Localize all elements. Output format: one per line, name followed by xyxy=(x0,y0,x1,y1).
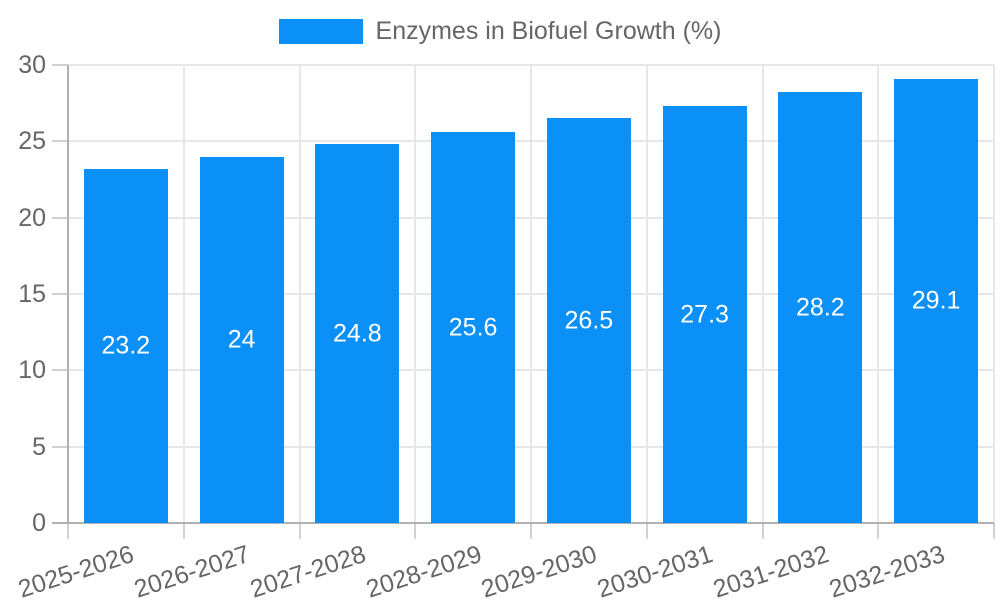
x-tick xyxy=(761,523,764,539)
bar[interactable]: 29.1 xyxy=(894,78,979,523)
legend-label: Enzymes in Biofuel Growth (%) xyxy=(375,17,722,45)
x-tick xyxy=(67,523,69,539)
x-tick-label: 2029-2030 xyxy=(478,540,601,600)
y-tick-label: 0 xyxy=(32,509,46,537)
legend-color-swatch xyxy=(278,19,363,44)
y-tick xyxy=(52,140,68,143)
bar-value-label: 23.2 xyxy=(101,331,151,360)
x-gridline xyxy=(530,65,532,523)
x-tick xyxy=(530,523,532,539)
y-tick-label: 25 xyxy=(18,127,46,156)
x-tick xyxy=(298,523,301,539)
x-gridline xyxy=(298,65,301,523)
x-gridline xyxy=(761,65,764,523)
bar-value-label: 29.1 xyxy=(911,286,961,315)
bar[interactable]: 28.2 xyxy=(778,92,863,523)
x-gridline xyxy=(414,65,417,523)
x-gridline xyxy=(877,65,880,523)
y-tick-label: 10 xyxy=(18,356,46,385)
bar-value-label: 24.8 xyxy=(333,319,382,348)
y-tick-label: 15 xyxy=(18,280,46,308)
x-axis-line xyxy=(52,522,994,524)
bar[interactable]: 25.6 xyxy=(431,132,516,523)
x-gridline xyxy=(182,65,185,523)
x-tick-label: 2030-2031 xyxy=(593,540,717,600)
bar-value-label: 28.2 xyxy=(796,293,845,322)
bar-value-label: 24 xyxy=(227,325,256,354)
bar[interactable]: 24.8 xyxy=(315,144,400,523)
x-tick-label: 2026-2027 xyxy=(130,540,254,600)
x-gridline xyxy=(993,65,995,523)
x-tick xyxy=(877,523,880,539)
bar-value-label: 25.6 xyxy=(448,313,498,342)
bar[interactable]: 27.3 xyxy=(662,106,747,523)
x-tick-label: 2032-2033 xyxy=(825,540,948,600)
bar[interactable]: 24 xyxy=(199,156,284,523)
x-tick xyxy=(645,523,648,539)
x-gridline xyxy=(645,65,648,523)
y-tick-label: 20 xyxy=(18,203,46,232)
y-tick-label: 30 xyxy=(18,51,46,79)
y-tick xyxy=(52,369,68,372)
bar-value-label: 27.3 xyxy=(680,300,729,329)
y-tick xyxy=(52,216,68,219)
bar[interactable]: 23.2 xyxy=(83,168,168,523)
x-tick-label: 2031-2032 xyxy=(709,540,833,600)
y-tick-label: 5 xyxy=(32,432,46,461)
bar-value-label: 26.5 xyxy=(564,306,614,335)
x-tick-label: 2025-2026 xyxy=(15,540,138,600)
y-axis-line xyxy=(67,65,69,523)
y-tick xyxy=(52,64,68,66)
bar[interactable]: 26.5 xyxy=(546,118,631,523)
x-tick-label: 2027-2028 xyxy=(246,540,370,600)
chart-legend[interactable]: Enzymes in Biofuel Growth (%) xyxy=(0,18,1000,45)
y-tick xyxy=(52,293,68,295)
x-tick xyxy=(414,523,417,539)
x-tick-label: 2028-2029 xyxy=(362,540,485,600)
y-tick xyxy=(52,445,68,448)
x-tick xyxy=(182,523,185,539)
x-tick xyxy=(993,523,995,539)
